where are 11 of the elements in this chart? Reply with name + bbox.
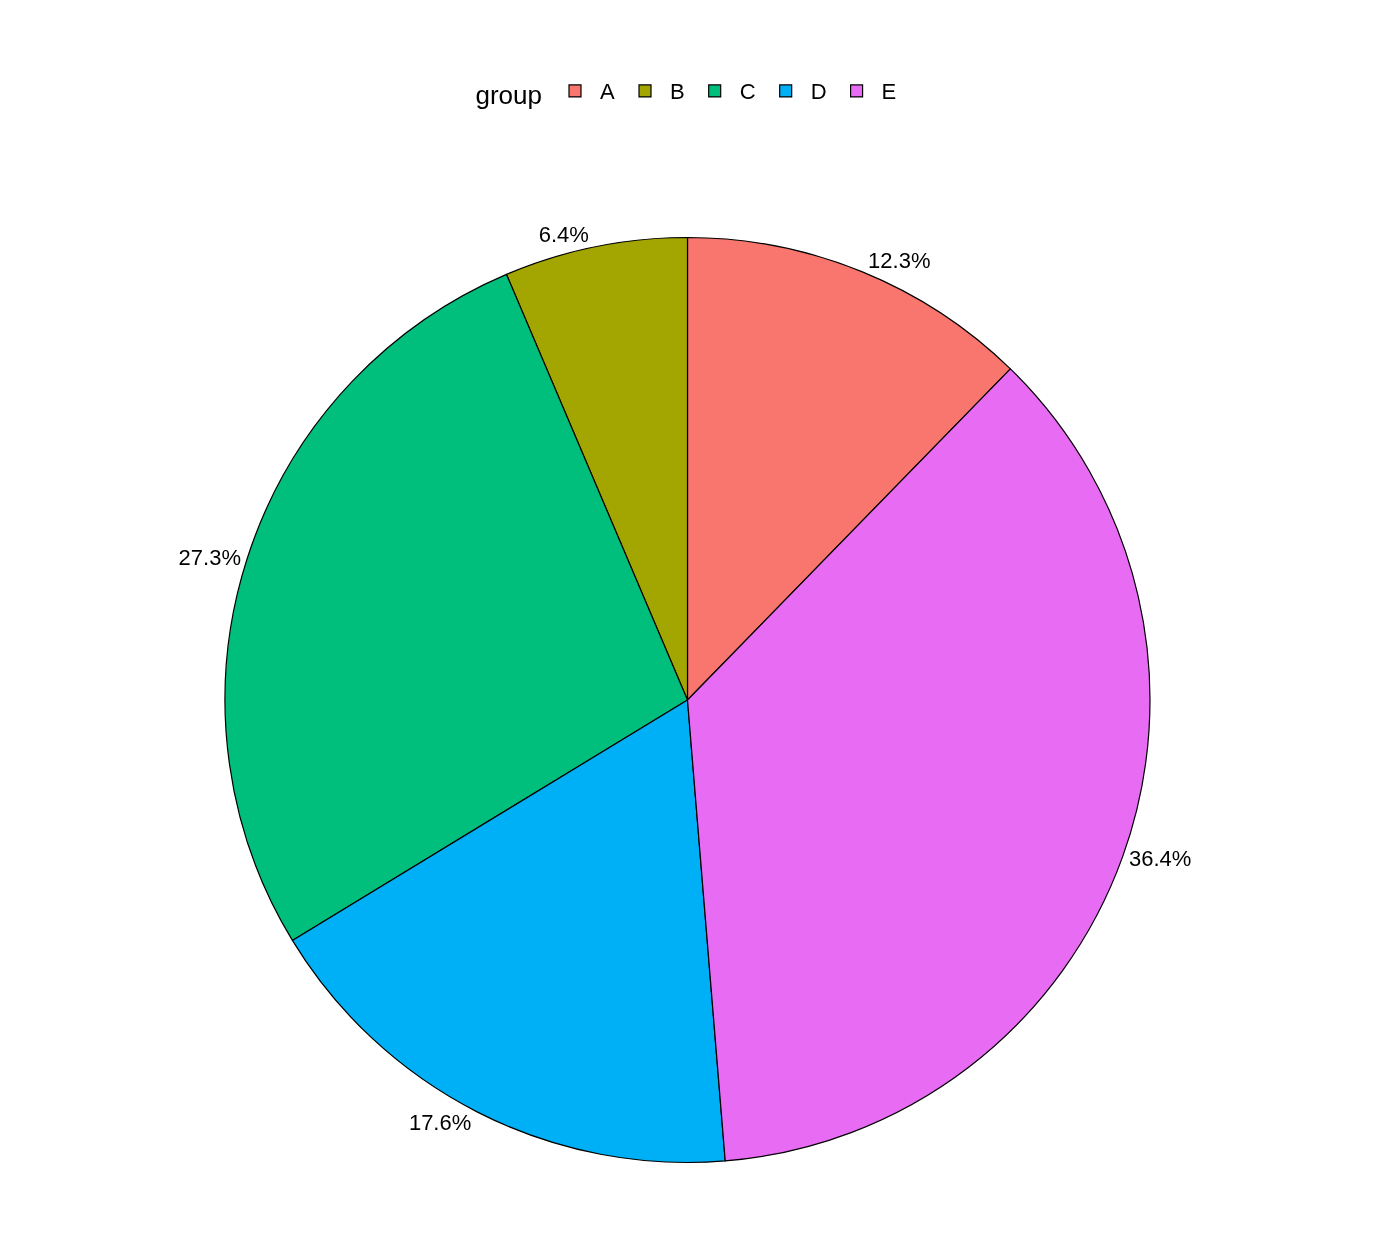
legend-label: B — [670, 79, 685, 105]
data-label: 27.3% — [178, 544, 241, 570]
data-label: 12.3% — [868, 248, 931, 274]
legend-label: C — [739, 79, 756, 105]
data-label: 17.6% — [408, 1109, 472, 1135]
legend-label: E — [881, 79, 897, 105]
data-label: 6.4% — [538, 222, 589, 248]
data-label: 36.4% — [1128, 845, 1192, 871]
legend-label: A — [600, 79, 615, 105]
legend-title: group — [475, 79, 542, 110]
legend-label: D — [810, 79, 827, 105]
